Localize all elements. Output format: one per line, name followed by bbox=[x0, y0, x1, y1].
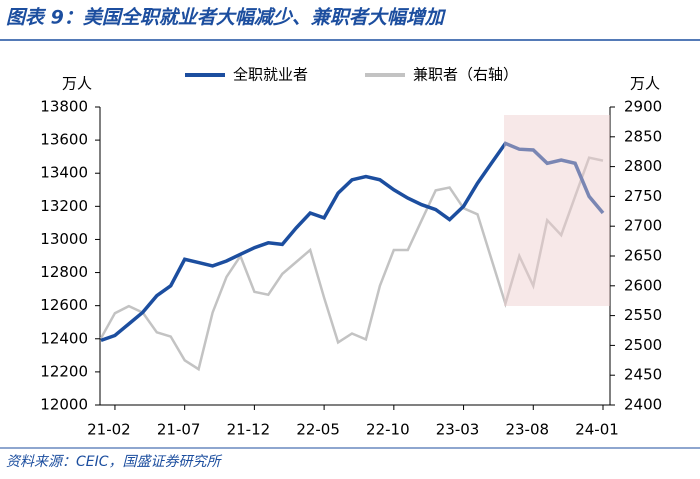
y2-tick-label: 2400 bbox=[624, 396, 662, 414]
x-tick-label: 24-01 bbox=[575, 421, 619, 439]
x-tick-label: 21-12 bbox=[227, 421, 271, 439]
series-line bbox=[99, 156, 604, 372]
legend-label: 全职就业者 bbox=[233, 66, 308, 84]
y2-tick-label: 2850 bbox=[624, 127, 662, 145]
y-tick-label: 12000 bbox=[40, 396, 88, 414]
y2-tick-label: 2550 bbox=[624, 306, 662, 324]
y-tick-label: 12400 bbox=[40, 329, 88, 347]
y-tick-label: 13200 bbox=[40, 197, 88, 215]
y-tick-label: 13400 bbox=[40, 164, 88, 182]
x-tick-label: 21-02 bbox=[87, 421, 131, 439]
y2-tick-label: 2650 bbox=[624, 247, 662, 265]
y-tick-label: 13000 bbox=[40, 230, 88, 248]
series-line bbox=[100, 141, 605, 343]
highlight-region bbox=[504, 115, 610, 306]
x-tick-label: 22-05 bbox=[296, 421, 340, 439]
y2-tick-label: 2900 bbox=[624, 98, 662, 116]
y-tick-label: 13600 bbox=[40, 131, 88, 149]
y-tick-label: 12800 bbox=[40, 263, 88, 281]
legend-label: 兼职者（右轴） bbox=[413, 66, 518, 84]
y2-unit: 万人 bbox=[630, 75, 660, 93]
y2-tick-label: 2500 bbox=[624, 336, 662, 354]
y-tick-label: 13800 bbox=[40, 98, 88, 116]
y2-tick-label: 2700 bbox=[624, 217, 662, 235]
source: 资料来源：CEIC，国盛证券研究所 bbox=[6, 454, 223, 470]
x-tick-label: 23-08 bbox=[505, 421, 549, 439]
x-tick-label: 23-03 bbox=[436, 421, 480, 439]
y-unit: 万人 bbox=[62, 75, 92, 93]
chart-title: 图表 9：美国全职就业者大幅减少、兼职者大幅增加 bbox=[6, 7, 447, 29]
y-tick-label: 12200 bbox=[40, 362, 88, 380]
y-tick-label: 12600 bbox=[40, 296, 88, 314]
y2-tick-label: 2600 bbox=[624, 276, 662, 294]
y2-tick-label: 2800 bbox=[624, 157, 662, 175]
y2-tick-label: 2450 bbox=[624, 366, 662, 384]
y2-tick-label: 2750 bbox=[624, 187, 662, 205]
x-tick-label: 22-10 bbox=[366, 421, 410, 439]
x-tick-label: 21-07 bbox=[157, 421, 201, 439]
